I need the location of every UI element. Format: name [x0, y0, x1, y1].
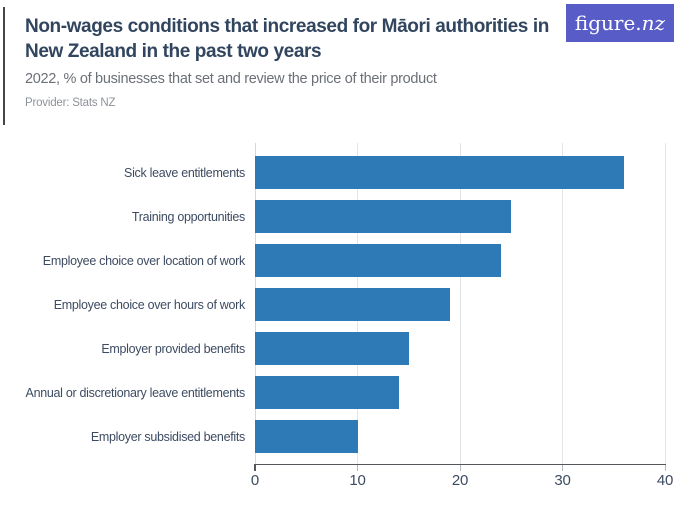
x-gridline-40: [664, 143, 666, 465]
bar-5: [255, 376, 399, 409]
x-tick-40: [664, 465, 666, 471]
bar-6: [255, 420, 358, 453]
header-accent-line: [3, 7, 5, 125]
category-label-4: Employer provided benefits: [101, 341, 245, 356]
bar-3: [255, 288, 450, 321]
category-label-1: Training opportunities: [131, 209, 245, 224]
x-tick-30: [562, 465, 563, 471]
provider-label: Provider: Stats NZ: [25, 97, 116, 109]
bar-0: [255, 156, 624, 189]
category-label-3: Employee choice over hours of work: [53, 297, 246, 312]
x-tick-10: [357, 465, 358, 471]
category-label-6: Employer subsidised benefits: [90, 429, 245, 444]
x-gridline-20: [459, 143, 461, 465]
chart-title-line-1: Non-wages conditions that increased for …: [25, 16, 549, 37]
chart-subtitle: 2022, % of businesses that set and revie…: [25, 71, 437, 87]
logo-text-figure: figure.: [574, 11, 642, 35]
x-axis-line: [254, 463, 666, 465]
chart-title-line-2: New Zealand in the past two years: [25, 41, 322, 62]
x-tick-label-40: 40: [656, 472, 674, 489]
x-tick-label-0: 0: [250, 472, 260, 489]
bar-1: [255, 200, 512, 233]
category-label-5: Annual or discretionary leave entitlemen…: [25, 385, 246, 400]
category-label-0: Sick leave entitlements: [124, 165, 245, 180]
x-tick-label-30: 30: [554, 472, 571, 489]
category-label-2: Employee choice over location of work: [42, 253, 246, 268]
x-tick-label-10: 10: [349, 472, 366, 489]
chart-header: Non-wages conditions that increased for …: [25, 14, 565, 109]
bar-4: [255, 332, 409, 365]
x-tick-20: [459, 465, 461, 471]
x-tick-0: [254, 465, 256, 471]
chart-title: Non-wages conditions that increased for …: [25, 14, 565, 64]
figurenz-logo[interactable]: figure. nz: [566, 4, 674, 42]
bar-2: [255, 244, 501, 277]
logo-text-nz: nz: [641, 11, 666, 35]
x-gridline-30: [562, 143, 563, 465]
x-tick-label-20: 20: [451, 472, 469, 489]
